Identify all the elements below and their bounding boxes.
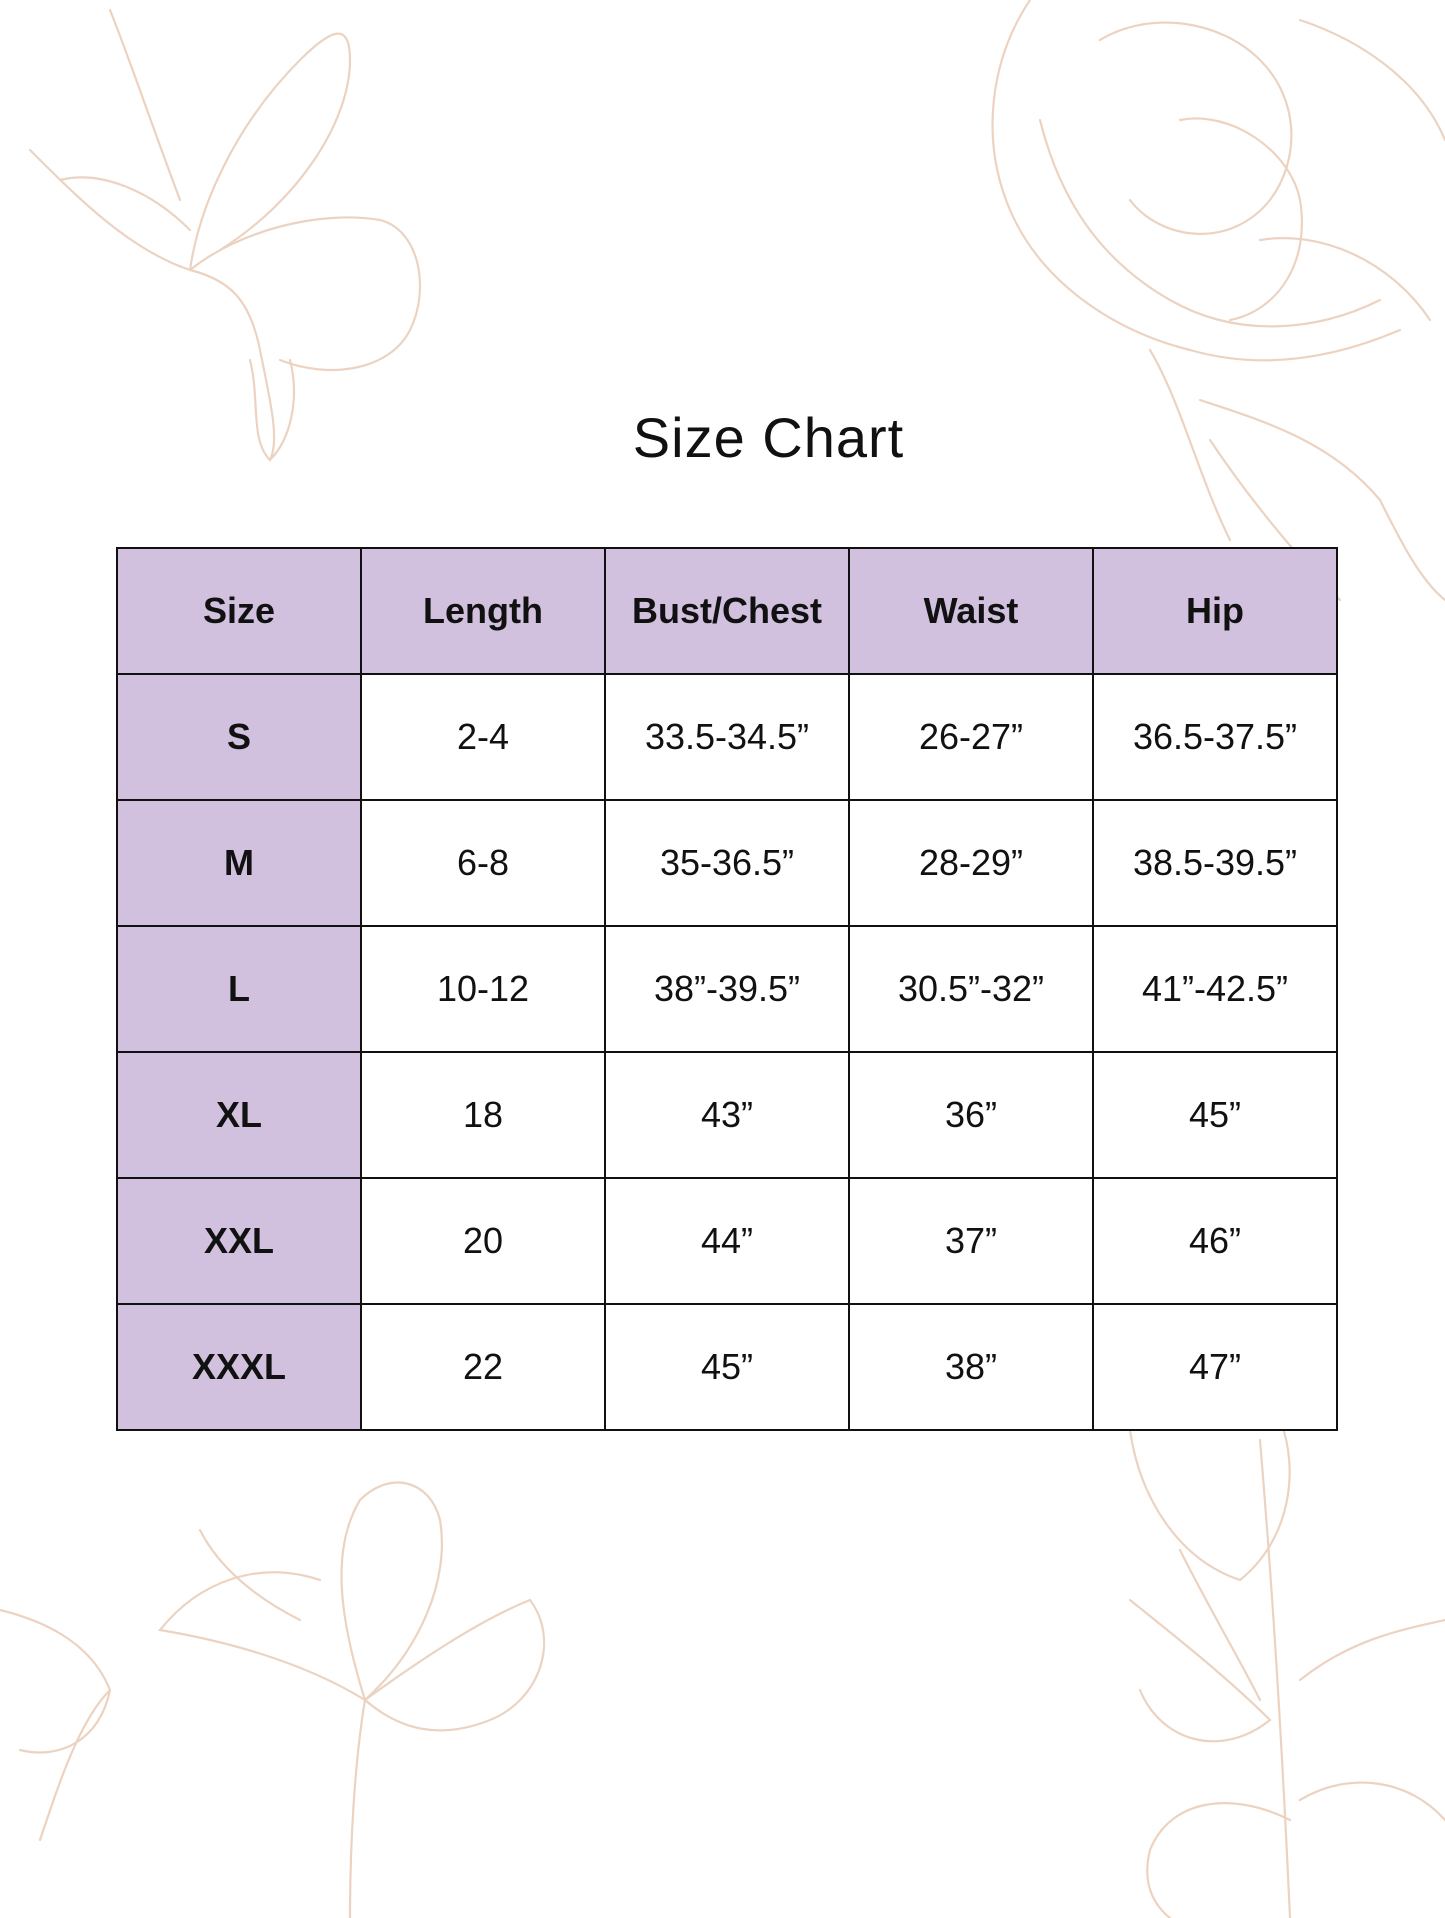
cell-hip: 36.5-37.5” (1092, 673, 1338, 801)
cell-waist: 28-29” (848, 799, 1094, 927)
cell-size: S (116, 673, 362, 801)
table-row: XXL 20 44” 37” 46” (116, 1177, 1338, 1305)
cell-bust-chest: 45” (604, 1303, 850, 1431)
header-bust-chest: Bust/Chest (604, 547, 850, 675)
cell-waist: 30.5”-32” (848, 925, 1094, 1053)
table-row: L 10-12 38”-39.5” 30.5”-32” 41”-42.5” (116, 925, 1338, 1053)
page-title: Size Chart (632, 406, 905, 469)
cell-waist: 26-27” (848, 673, 1094, 801)
header-length: Length (360, 547, 606, 675)
cell-size: XXL (116, 1177, 362, 1305)
header-hip: Hip (1092, 547, 1338, 675)
cell-waist: 37” (848, 1177, 1094, 1305)
cell-bust-chest: 44” (604, 1177, 850, 1305)
cell-hip: 45” (1092, 1051, 1338, 1179)
cell-waist: 38” (848, 1303, 1094, 1431)
cell-bust-chest: 38”-39.5” (604, 925, 850, 1053)
cell-hip: 41”-42.5” (1092, 925, 1338, 1053)
cell-hip: 38.5-39.5” (1092, 799, 1338, 927)
cell-length: 18 (360, 1051, 606, 1179)
cell-hip: 46” (1092, 1177, 1338, 1305)
cell-bust-chest: 33.5-34.5” (604, 673, 850, 801)
cell-waist: 36” (848, 1051, 1094, 1179)
header-waist: Waist (848, 547, 1094, 675)
cell-size: XXXL (116, 1303, 362, 1431)
table-header-row: Size Length Bust/Chest Waist Hip (116, 547, 1338, 675)
table-row: S 2-4 33.5-34.5” 26-27” 36.5-37.5” (116, 673, 1338, 801)
cell-size: L (116, 925, 362, 1053)
cell-length: 6-8 (360, 799, 606, 927)
cell-length: 22 (360, 1303, 606, 1431)
cell-length: 10-12 (360, 925, 606, 1053)
table-row: XL 18 43” 36” 45” (116, 1051, 1338, 1179)
header-size: Size (116, 547, 362, 675)
cell-bust-chest: 43” (604, 1051, 850, 1179)
cell-hip: 47” (1092, 1303, 1338, 1431)
table-row: XXXL 22 45” 38” 47” (116, 1303, 1338, 1431)
size-chart-table: Size Length Bust/Chest Waist Hip S 2-4 33.… (116, 547, 1338, 1431)
cell-size: XL (116, 1051, 362, 1179)
cell-length: 2-4 (360, 673, 606, 801)
cell-size: M (116, 799, 362, 927)
cell-length: 20 (360, 1177, 606, 1305)
table-row: M 6-8 35-36.5” 28-29” 38.5-39.5” (116, 799, 1338, 927)
cell-bust-chest: 35-36.5” (604, 799, 850, 927)
